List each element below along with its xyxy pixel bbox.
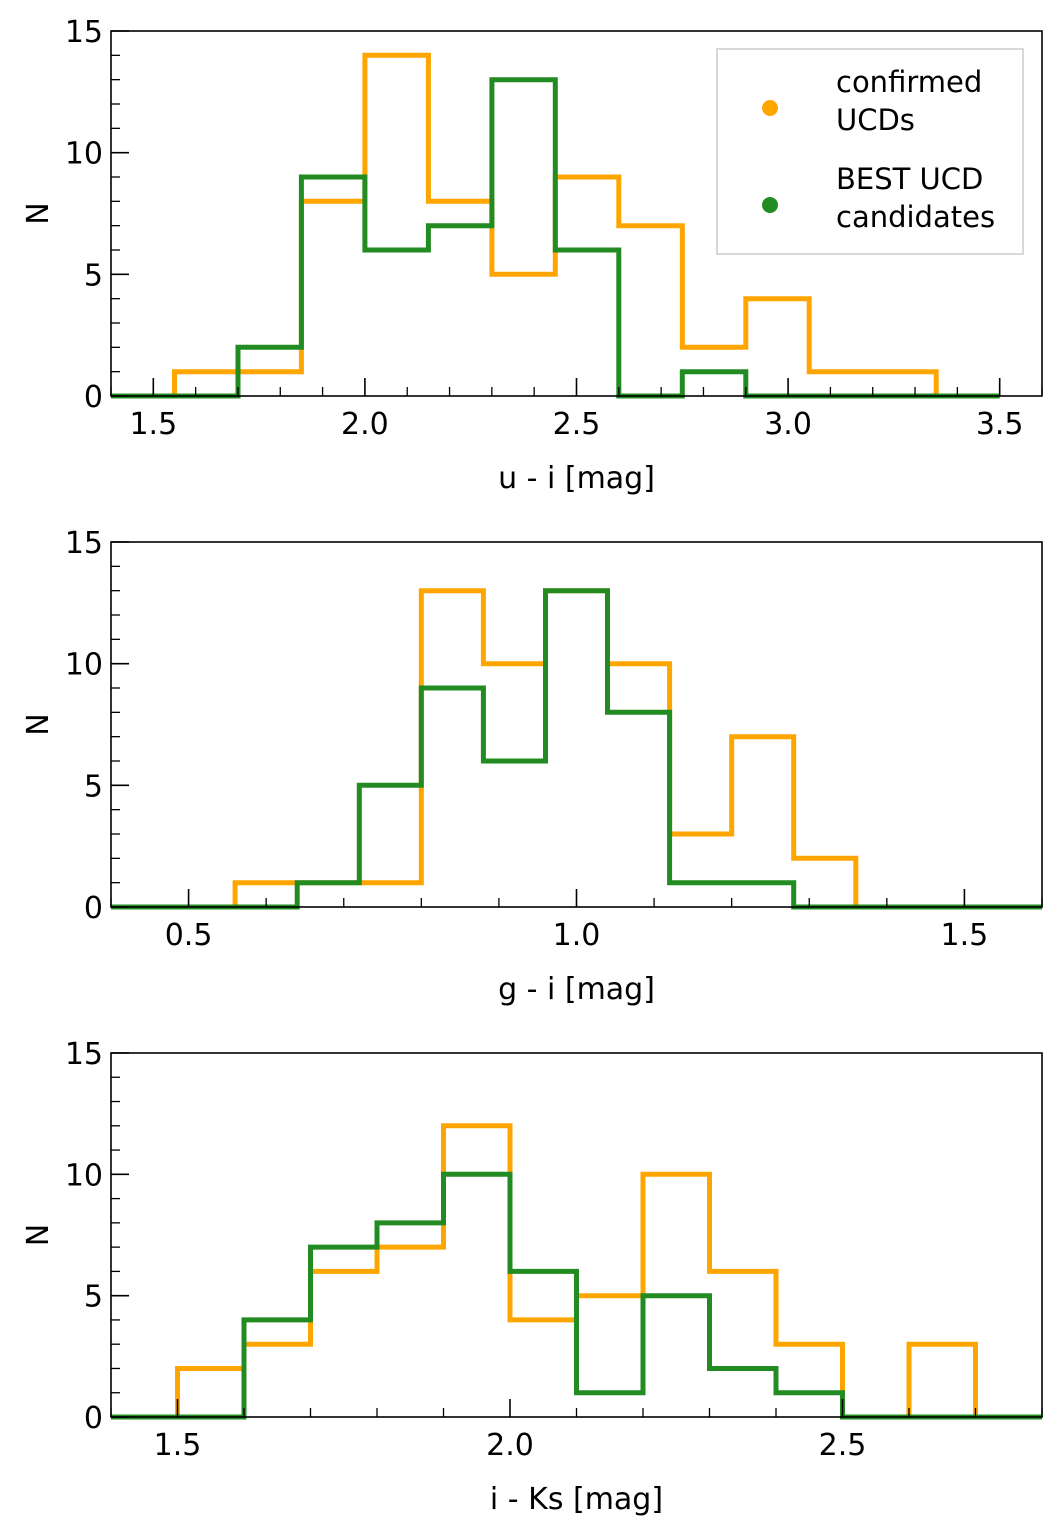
x-tick-label: 0.5 <box>165 918 213 953</box>
x-axis-label: g - i [mag] <box>498 972 655 1007</box>
x-tick-label: 1.5 <box>154 1428 202 1463</box>
y-tick-label: 15 <box>65 15 103 50</box>
x-axis-label: i - Ks [mag] <box>490 1482 663 1517</box>
y-tick-label: 0 <box>84 891 103 926</box>
legend-label: confirmed <box>836 65 982 99</box>
y-tick-label: 15 <box>65 526 103 561</box>
x-tick-label: 2.0 <box>486 1428 534 1463</box>
legend-label: UCDs <box>836 103 915 137</box>
legend-marker-confirmed-ucds <box>762 100 778 116</box>
x-tick-label: 2.5 <box>553 407 601 442</box>
y-tick-label: 5 <box>84 258 103 293</box>
y-tick-label: 0 <box>84 380 103 415</box>
panel-3: 1.5 2.0 2.5 0 5 10 15 i - Ks [mag] N <box>21 1037 1043 1517</box>
x-tick-label: 1.0 <box>553 918 601 953</box>
x-tick-label: 2.0 <box>341 407 389 442</box>
y-axis-label: N <box>21 713 56 735</box>
x-tick-label: 3.0 <box>764 407 812 442</box>
x-tick-label: 2.5 <box>819 1428 867 1463</box>
x-tick-label: 1.5 <box>129 407 177 442</box>
y-tick-label: 10 <box>65 137 103 172</box>
x-axis-label: u - i [mag] <box>498 461 655 496</box>
histogram-best-ucd-candidates-3 <box>111 1171 1042 1420</box>
y-tick-label: 10 <box>65 648 103 683</box>
histogram-best-ucd-candidates-2 <box>111 588 1042 910</box>
legend: confirmed UCDs BEST UCD candidates <box>716 48 1024 255</box>
panel-1: 1.5 2.0 2.5 3.0 3.5 0 5 10 15 u - i [mag] Nconfirm… <box>21 15 1043 496</box>
x-tick-label: 3.5 <box>976 407 1024 442</box>
x-tick-label: 1.5 <box>941 918 989 953</box>
y-tick-label: 15 <box>65 1037 103 1072</box>
y-tick-label: 0 <box>84 1401 103 1436</box>
y-tick-label: 10 <box>65 1158 103 1193</box>
y-axis-label: N <box>21 202 56 224</box>
y-axis-label: N <box>21 1224 56 1246</box>
y-tick-label: 5 <box>84 769 103 804</box>
legend-label: BEST UCD <box>836 162 983 196</box>
legend-label: candidates <box>836 200 995 234</box>
legend-box <box>716 48 1024 255</box>
legend-marker-best-ucd-candidates <box>762 197 778 213</box>
y-tick-label: 5 <box>84 1280 103 1315</box>
panel-2: 0.5 1.0 1.5 0 5 10 15 g - i [mag] N <box>21 526 1043 1007</box>
